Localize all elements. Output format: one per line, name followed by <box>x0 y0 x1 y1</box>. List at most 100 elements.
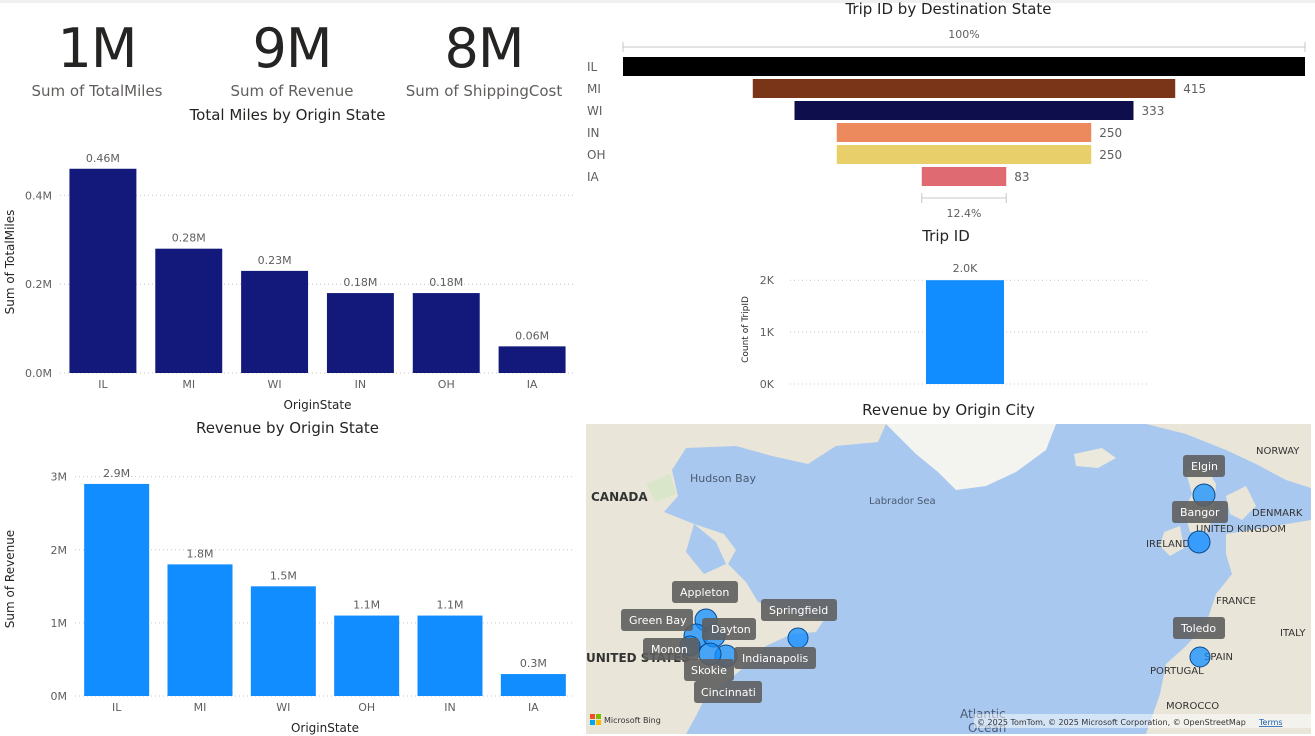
funnel-bar-wi <box>794 101 1134 120</box>
bing-logo-text: Microsoft Bing <box>604 716 661 725</box>
map-city-monon: Monon <box>651 643 688 656</box>
data-label: 0.18M <box>343 276 377 289</box>
map-label-denmark: DENMARK <box>1252 508 1303 519</box>
data-label: 2.0K <box>953 262 978 275</box>
x-tick-label: IN <box>355 378 366 391</box>
bar-mi <box>155 248 223 373</box>
x-tick-label: IL <box>98 378 108 391</box>
miles-by-origin-chart[interactable]: 0.0M 0.2M 0.4M 0.46M IL 0.28M MI 0.23M WI 0.18M IN… <box>0 126 580 416</box>
y-tick-label: 3M <box>51 471 68 484</box>
miles-chart-title: Total Miles by Origin State <box>189 106 386 124</box>
funnel-data-label: 333 <box>1141 104 1164 118</box>
funnel-data-label: 250 <box>1099 126 1122 140</box>
y-tick-label: 2M <box>51 544 68 557</box>
x-tick-label: MI <box>194 701 207 714</box>
map-title: Revenue by Origin City <box>862 401 1035 419</box>
map-label-morocco: MOROCCO <box>1166 701 1219 712</box>
funnel-data-label: 250 <box>1099 148 1122 162</box>
top-border <box>0 0 1315 3</box>
bar-oh <box>412 293 480 373</box>
x-tick-label: IN <box>444 701 455 714</box>
map-city-toledo: Toledo <box>1180 622 1216 635</box>
bar-il <box>84 483 150 696</box>
map-city-elgin: Elgin <box>1191 460 1218 473</box>
bar-ia <box>500 674 566 696</box>
funnel-bar-in <box>836 123 1092 142</box>
map-label-france: FRANCE <box>1216 596 1256 607</box>
x-axis-title: OriginState <box>283 398 351 412</box>
map-city-appleton: Appleton <box>680 586 729 599</box>
data-label: 1.5M <box>270 569 297 582</box>
map-label-labrador: Labrador Sea <box>869 496 936 507</box>
x-tick-label: WI <box>268 378 282 391</box>
x-tick-label: MI <box>182 378 195 391</box>
map-canvas[interactable]: CANADA UNITED STATES Hudson Bay Labrador… <box>586 424 1311 734</box>
map-city-skokie: Skokie <box>691 664 727 677</box>
funnel-category-label: IL <box>587 60 598 74</box>
bar-in <box>326 293 394 373</box>
trip-funnel-chart[interactable]: 100% IL MI 415 WI 333 IN 250 OH 250 IA 83 12.4% <box>586 20 1315 225</box>
map-label-italy: ITALY <box>1280 628 1306 639</box>
map-label-norway: NORWAY <box>1256 446 1300 457</box>
revenue-by-origin-chart[interactable]: 0M 1M 2M 3M 2.9M IL 1.8M MI 1.5M WI 1.1M OH 1.1M IN 0.… <box>0 440 580 736</box>
funnel-top-pct: 100% <box>948 28 979 41</box>
y-tick-label: 0M <box>51 690 68 703</box>
kpi-total-miles[interactable]: 1M Sum of TotalMiles <box>2 17 192 101</box>
x-tick-label: IA <box>527 378 538 391</box>
kpi-label: Sum of Revenue <box>230 82 354 100</box>
x-axis-title: OriginState <box>291 721 359 735</box>
funnel-category-label: MI <box>587 82 601 96</box>
revenue-chart-title: Revenue by Origin State <box>195 419 380 437</box>
y-tick-label: 2K <box>760 274 775 287</box>
kpi-revenue[interactable]: 9M Sum of Revenue <box>197 17 387 101</box>
kpi-shipping-cost[interactable]: 8M Sum of ShippingCost <box>389 17 579 101</box>
map-attribution: © 2025 TomTom, © 2025 Microsoft Corporat… <box>977 718 1246 727</box>
x-tick-label: OH <box>358 701 375 714</box>
kpi-value: 8M <box>444 17 525 80</box>
kpi-label: Sum of ShippingCost <box>405 82 563 100</box>
map-label-hudson: Hudson Bay <box>690 472 756 485</box>
bar-il <box>69 168 137 373</box>
map-bubble-bangor[interactable] <box>1187 530 1211 554</box>
data-label: 0.46M <box>86 152 120 165</box>
y-tick-label: 0.4M <box>25 189 52 202</box>
funnel-bar-mi <box>752 79 1176 98</box>
tripid-chart-title: Trip ID <box>922 227 970 245</box>
funnel-category-label: IA <box>587 170 600 184</box>
y-tick-label: 0.2M <box>25 278 52 291</box>
funnel-bar-ia <box>921 167 1007 186</box>
bar-wi <box>241 270 309 373</box>
map-city-green-bay: Green Bay <box>629 614 687 627</box>
y-axis-title: Count of TripID <box>741 296 751 363</box>
data-label: 0.28M <box>172 232 206 245</box>
funnel-data-label: 415 <box>1183 82 1206 96</box>
x-tick-label: IL <box>112 701 122 714</box>
y-tick-label: 1K <box>760 326 775 339</box>
map-city-indianapolis: Indianapolis <box>742 652 809 665</box>
y-tick-label: 0.0M <box>25 367 52 380</box>
bar-ia <box>498 346 566 373</box>
funnel-category-label: WI <box>587 104 602 118</box>
data-label: 1.1M <box>353 599 380 612</box>
kpi-value: 9M <box>252 17 333 80</box>
y-axis-title: Sum of Revenue <box>3 530 17 628</box>
bar-wi <box>250 586 316 696</box>
data-label: 1.8M <box>187 547 214 560</box>
map-label-portugal: PORTUGAL <box>1150 666 1204 677</box>
bar-mi <box>167 564 233 696</box>
map-bubble-springfield[interactable] <box>787 627 809 649</box>
funnel-data-label: 83 <box>1014 170 1029 184</box>
data-label: 0.06M <box>515 329 549 342</box>
x-tick-label: WI <box>276 701 290 714</box>
map-terms-link[interactable]: Terms <box>1258 718 1283 727</box>
funnel-title: Trip ID by Destination State <box>845 0 1052 18</box>
data-label: 2.9M <box>103 467 130 480</box>
tripid-count-chart[interactable]: 0K 1K 2K 2.0K Count of TripID <box>730 250 1160 395</box>
x-tick-label: OH <box>438 378 455 391</box>
y-axis-title: Sum of TotalMiles <box>3 210 17 315</box>
map-bubble-toledo[interactable] <box>1189 646 1211 668</box>
map-label-ireland: IRELAND <box>1146 539 1190 550</box>
kpi-value: 1M <box>57 17 138 80</box>
revenue-map[interactable]: CANADA UNITED STATES Hudson Bay Labrador… <box>586 424 1311 734</box>
kpi-label: Sum of TotalMiles <box>31 82 163 100</box>
